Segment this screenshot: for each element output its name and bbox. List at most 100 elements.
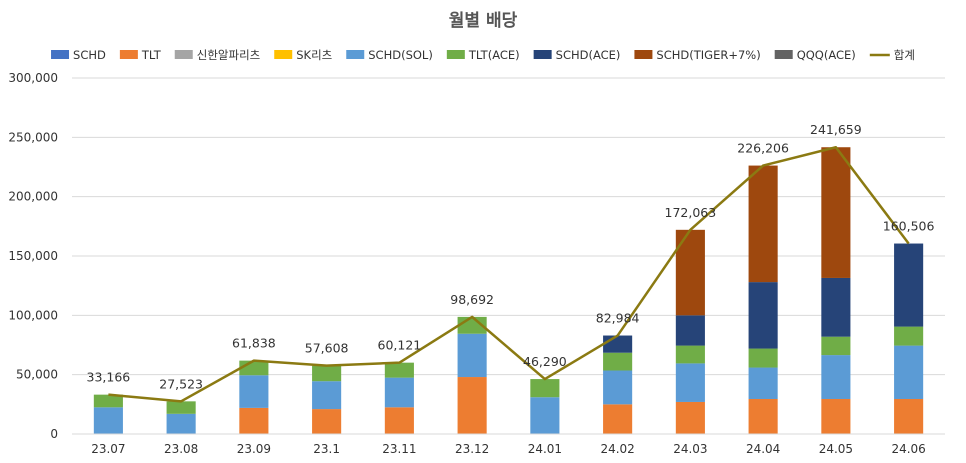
legend-swatch <box>774 50 793 59</box>
legend-label: TLT <box>141 48 162 62</box>
bar-segment <box>821 277 851 337</box>
legend-label: TLT(ACE) <box>468 48 520 62</box>
y-tick-label: 250,000 <box>8 130 58 144</box>
legend-label: SCHD(TIGER+7%) <box>656 48 760 62</box>
bar-segment <box>821 398 851 434</box>
data-label: 33,166 <box>87 370 131 385</box>
bar-segment <box>239 407 269 434</box>
bar-segment <box>239 360 269 376</box>
x-tick-label: 24.05 <box>819 442 853 456</box>
legend-item: 신한알파리츠 <box>174 48 260 62</box>
y-tick-label: 0 <box>50 427 58 441</box>
x-axis: 23.07 23.08 23.09 23.1 23.11 23.12 24.01 24.02 2… <box>72 433 945 456</box>
legend-label: SCHD(SOL) <box>368 48 433 62</box>
data-label: 226,206 <box>737 141 789 156</box>
bar-segment <box>821 147 851 278</box>
bar-segment <box>312 365 342 382</box>
legend-label: 신한알파리츠 <box>197 48 260 62</box>
legend-swatch <box>51 50 70 59</box>
total-line <box>108 145 910 403</box>
data-label: 98,692 <box>450 292 494 307</box>
bar-segment <box>93 407 123 434</box>
legend-item: SCHD(ACE) <box>533 48 621 62</box>
legend-label: QQQ(ACE) <box>797 48 856 62</box>
x-tick-label: 23.09 <box>237 442 271 456</box>
data-label: 46,290 <box>523 354 567 369</box>
bar-segment <box>166 413 196 434</box>
bar-segment <box>530 397 560 434</box>
stacked-bars <box>93 147 924 434</box>
data-label: 27,523 <box>159 376 203 391</box>
legend-swatch <box>346 50 365 59</box>
legend-swatch <box>174 50 193 59</box>
legend-label: SCHD <box>73 48 106 62</box>
bar-segment <box>748 165 778 283</box>
legend-item: SCHD(TIGER+7%) <box>634 48 761 62</box>
legend-item: QQQ(ACE) <box>774 48 856 62</box>
legend-label: 합계 <box>894 48 915 62</box>
bar-segment <box>894 345 924 399</box>
bar-segment <box>603 352 633 371</box>
y-axis: 0 50,000 100,000 150,000 200,000 250,000 300,0… <box>8 71 945 441</box>
legend-label: SK리츠 <box>296 48 332 62</box>
total-data-labels: 33,166 27,523 61,838 57,608 60,121 98,692 46,2… <box>87 122 935 391</box>
bar-segment <box>312 381 342 410</box>
bar-segment <box>894 243 924 327</box>
bar-segment <box>603 404 633 434</box>
y-tick-label: 200,000 <box>8 190 58 204</box>
legend-item: SCHD <box>51 48 106 62</box>
bar-segment <box>675 345 705 364</box>
bar-segment <box>384 407 414 434</box>
legend-item: 합계 <box>869 48 915 62</box>
chart-legend: SCHD TLT 신한알파리츠 SK리츠 SCHD(SOL) TLT(ACE) SCHD(A… <box>51 48 915 62</box>
legend-label: SCHD(ACE) <box>556 48 621 62</box>
bar-segment <box>748 348 778 368</box>
chart-title: 월별 배당 <box>449 11 518 31</box>
bar-segment <box>457 377 487 434</box>
x-tick-label: 23.12 <box>455 442 489 456</box>
legend-swatch <box>446 50 465 59</box>
x-tick-label: 24.02 <box>600 442 634 456</box>
legend-item: SK리츠 <box>274 48 332 62</box>
bar-segment <box>457 333 487 378</box>
bar-segment <box>384 377 414 408</box>
bar-segment <box>603 335 633 353</box>
data-label: 172,063 <box>665 205 717 220</box>
legend-swatch <box>274 50 293 59</box>
bar-segment <box>894 398 924 434</box>
bar-segment <box>384 362 414 378</box>
bar-segment <box>93 394 123 408</box>
x-tick-label: 23.08 <box>164 442 198 456</box>
bar-segment <box>821 336 851 356</box>
x-tick-label: 24.06 <box>891 442 925 456</box>
y-tick-label: 50,000 <box>16 368 58 382</box>
data-label: 61,838 <box>232 336 276 351</box>
bar-segment <box>675 315 705 346</box>
legend-swatch <box>119 50 138 59</box>
bar-segment <box>748 398 778 434</box>
y-tick-label: 100,000 <box>8 308 58 322</box>
bar-segment <box>748 367 778 399</box>
bar-segment <box>530 379 560 398</box>
y-tick-label: 300,000 <box>8 71 58 85</box>
data-label: 160,506 <box>883 219 935 234</box>
bar-segment <box>239 375 269 408</box>
y-tick-label: 150,000 <box>8 249 58 263</box>
bar-segment <box>603 370 633 405</box>
x-tick-label: 23.1 <box>313 442 340 456</box>
bar-segment <box>166 401 196 414</box>
x-tick-label: 24.04 <box>746 442 780 456</box>
bar-segment <box>675 363 705 402</box>
legend-item: TLT(ACE) <box>446 48 520 62</box>
total-line-series <box>108 145 910 403</box>
legend-swatch <box>533 50 552 59</box>
bar-segment <box>312 409 342 434</box>
bar-segment <box>894 326 924 346</box>
legend-swatch <box>634 50 653 59</box>
data-label: 82,984 <box>596 311 640 326</box>
x-tick-label: 23.07 <box>91 442 125 456</box>
x-tick-label: 24.03 <box>673 442 707 456</box>
bar-segment <box>675 401 705 434</box>
x-tick-label: 24.01 <box>528 442 562 456</box>
